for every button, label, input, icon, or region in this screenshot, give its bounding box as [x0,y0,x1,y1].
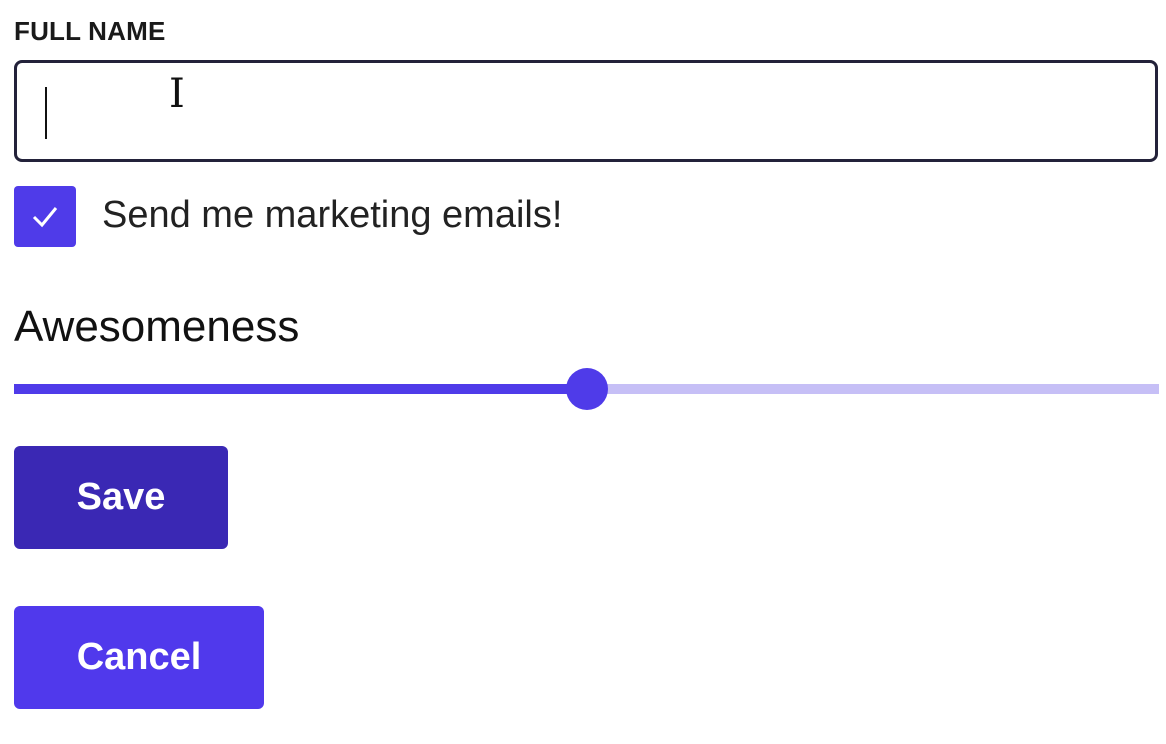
save-button[interactable]: Save [14,446,228,549]
awesomeness-slider[interactable] [14,368,1159,410]
marketing-label[interactable]: Send me marketing emails! [102,194,563,236]
awesomeness-label: Awesomeness [14,302,300,351]
slider-fill [14,384,587,394]
text-caret [45,87,47,139]
marketing-checkbox[interactable] [14,186,76,247]
cancel-button[interactable]: Cancel [14,606,264,709]
slider-thumb[interactable] [565,368,608,410]
checkmark-icon [32,207,58,228]
full-name-label: FULL NAME [14,16,166,46]
full-name-input[interactable]: I [14,60,1158,162]
text-cursor-icon: I [169,71,185,117]
